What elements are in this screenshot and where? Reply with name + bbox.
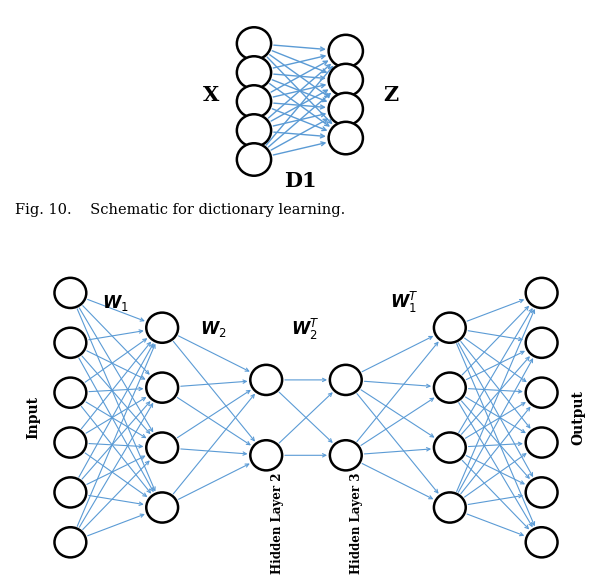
- Circle shape: [330, 365, 362, 395]
- Circle shape: [54, 278, 86, 308]
- Text: X: X: [203, 85, 219, 104]
- Text: Output: Output: [572, 390, 585, 445]
- Circle shape: [329, 93, 363, 125]
- Text: Input: Input: [27, 396, 40, 439]
- Circle shape: [146, 492, 178, 523]
- Circle shape: [329, 64, 363, 96]
- Circle shape: [434, 313, 466, 343]
- Text: $\boldsymbol{W}_2^T$: $\boldsymbol{W}_2^T$: [291, 317, 319, 342]
- Text: Fig. 10.    Schematic for dictionary learning.: Fig. 10. Schematic for dictionary learni…: [15, 203, 346, 217]
- Circle shape: [329, 122, 363, 154]
- Circle shape: [146, 313, 178, 343]
- Circle shape: [250, 440, 282, 470]
- Circle shape: [526, 328, 558, 358]
- Circle shape: [526, 378, 558, 408]
- Circle shape: [237, 27, 271, 60]
- Circle shape: [54, 427, 86, 458]
- Circle shape: [54, 477, 86, 508]
- Text: Hidden Layer 3: Hidden Layer 3: [350, 473, 364, 574]
- Text: Hidden Layer 2: Hidden Layer 2: [271, 473, 284, 574]
- Circle shape: [237, 114, 271, 147]
- Text: $\boldsymbol{W}_1$: $\boldsymbol{W}_1$: [102, 293, 129, 313]
- Text: D1: D1: [283, 171, 316, 191]
- Circle shape: [237, 143, 271, 176]
- Circle shape: [54, 527, 86, 557]
- Circle shape: [526, 278, 558, 308]
- Circle shape: [329, 35, 363, 67]
- Circle shape: [526, 527, 558, 557]
- Circle shape: [250, 365, 282, 395]
- Circle shape: [146, 433, 178, 463]
- Circle shape: [434, 372, 466, 403]
- Circle shape: [526, 477, 558, 508]
- Circle shape: [54, 328, 86, 358]
- Text: $\boldsymbol{W}_2$: $\boldsymbol{W}_2$: [200, 320, 226, 339]
- Circle shape: [146, 372, 178, 403]
- Circle shape: [434, 492, 466, 523]
- Text: $\boldsymbol{W}_1^T$: $\boldsymbol{W}_1^T$: [390, 290, 418, 316]
- Circle shape: [526, 427, 558, 458]
- Circle shape: [434, 433, 466, 463]
- Circle shape: [237, 56, 271, 89]
- Text: Z: Z: [383, 85, 398, 104]
- Circle shape: [330, 440, 362, 470]
- Circle shape: [237, 85, 271, 118]
- Circle shape: [54, 378, 86, 408]
